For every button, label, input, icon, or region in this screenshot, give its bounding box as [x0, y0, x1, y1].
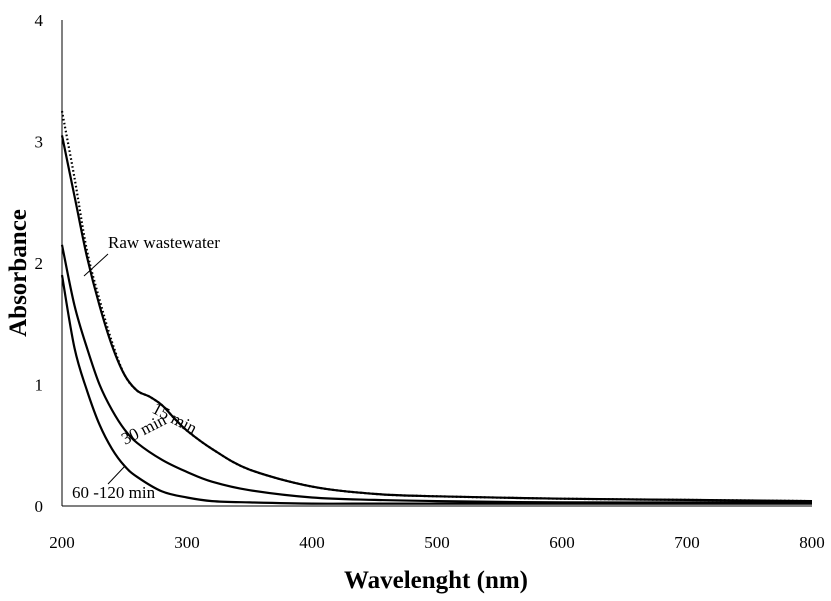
y-tick-label: 1 — [35, 376, 44, 395]
axes — [61, 20, 812, 507]
series-line-30-min — [60, 244, 812, 504]
series-layer — [60, 110, 813, 505]
raw-wastewater-leader — [83, 253, 109, 277]
y-axis-title: Absorbance — [5, 209, 32, 337]
x-tick-label: 700 — [674, 533, 700, 552]
annotation-30-min: 30 min — [118, 410, 170, 449]
x-tick-labels: 200 300 400 500 600 700 800 — [49, 533, 825, 552]
y-tick-label: 3 — [35, 133, 44, 152]
x-tick-label: 400 — [299, 533, 325, 552]
series-line-15-min — [60, 135, 813, 503]
60-120-min-leader — [107, 465, 126, 485]
y-tick-label: 0 — [35, 497, 44, 516]
x-tick-label: 300 — [174, 533, 200, 552]
x-tick-label: 500 — [424, 533, 450, 552]
x-tick-label: 600 — [549, 533, 575, 552]
annotation-raw-wastewater: Raw wastewater — [108, 233, 220, 252]
y-tick-label: 2 — [35, 254, 44, 273]
annotations: Raw wastewater 15 min 30 min 60 -120 min — [72, 233, 220, 502]
x-axis-title: Wavelenght (nm) — [344, 567, 528, 594]
series-line-raw-wastewater — [60, 110, 813, 503]
annotation-60-120-min: 60 -120 min — [72, 483, 156, 502]
series-line-60-120-min — [60, 274, 812, 505]
y-tick-labels: 0 1 2 3 4 — [35, 11, 44, 516]
x-tick-label: 800 — [799, 533, 825, 552]
y-tick-label: 4 — [35, 11, 44, 30]
x-tick-label: 200 — [49, 533, 75, 552]
